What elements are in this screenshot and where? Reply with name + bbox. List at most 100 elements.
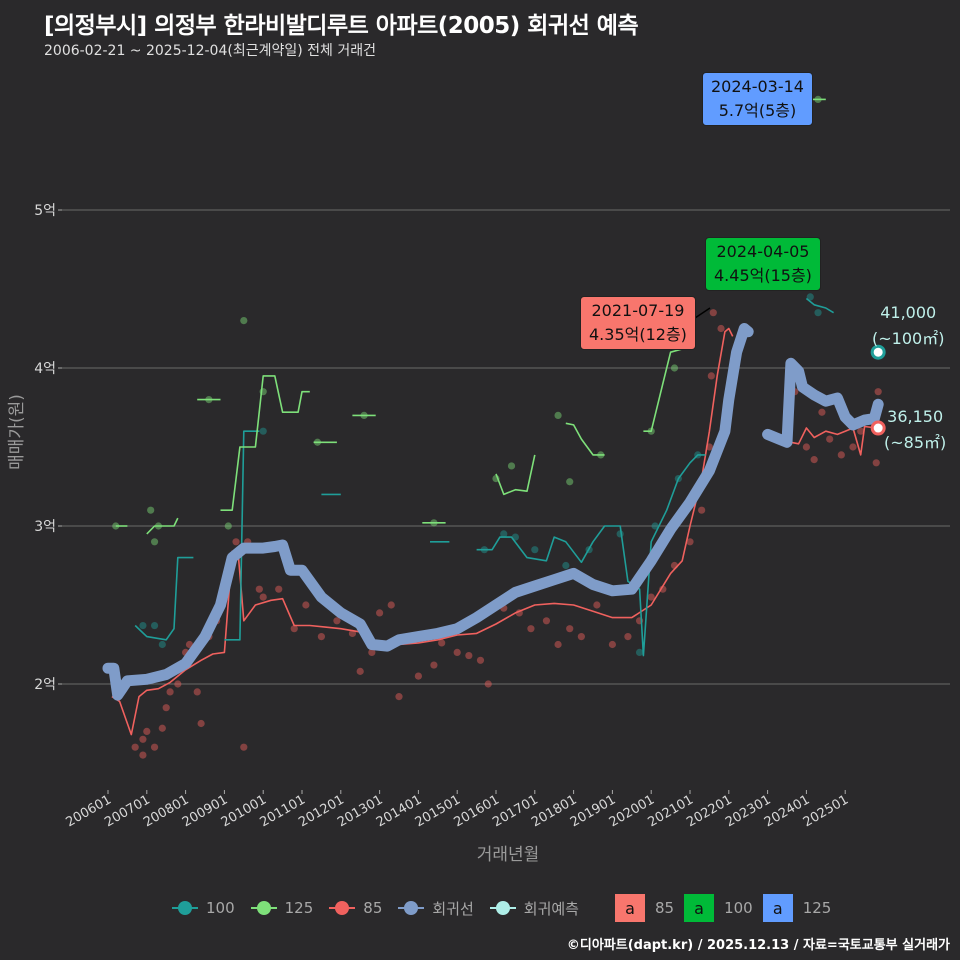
prediction-label-85: 36,150 (~85㎡) [884, 404, 946, 456]
annotation-date: 2024-04-05 [716, 242, 810, 261]
legend-label: 125 [284, 899, 314, 917]
legend-label: 회귀선 [432, 899, 474, 918]
prediction-point-100 [870, 344, 886, 360]
data-point-85 [874, 388, 882, 396]
line-100-d [805, 297, 835, 314]
data-point-85 [356, 667, 364, 675]
y-tick-label: 2억 [34, 677, 56, 693]
data-point-85 [542, 617, 551, 625]
data-point-125 [240, 317, 248, 325]
legend-key-icon [398, 900, 425, 916]
legend-label: 100 [206, 899, 235, 917]
data-point-85 [698, 506, 706, 514]
data-point-85 [368, 648, 376, 657]
data-point-85 [232, 538, 240, 546]
data-point-85 [593, 601, 601, 609]
data-point-85 [387, 601, 395, 609]
data-point-85 [608, 640, 617, 649]
x-axis-title: 거래년월 [477, 845, 540, 865]
data-point-85 [395, 693, 403, 701]
data-point-85 [709, 309, 717, 317]
data-point-100 [150, 621, 159, 630]
data-point-125 [554, 411, 562, 419]
legend-key-icon [329, 900, 356, 916]
data-point-85 [131, 743, 139, 751]
line-100-c [476, 454, 706, 657]
data-point-85 [647, 593, 655, 601]
data-point-85 [659, 585, 667, 593]
data-point-85 [290, 625, 298, 633]
data-point-100 [635, 648, 644, 657]
data-point-85 [143, 727, 151, 736]
line-125-b [220, 375, 310, 511]
annotation-125: 2024-03-14 5.7억(5층) [702, 72, 813, 126]
line-100 [134, 556, 194, 641]
data-point-85 [333, 617, 341, 625]
data-point-100 [806, 293, 814, 301]
annotation-price: 4.45억(15층) [714, 266, 812, 285]
data-point-85 [158, 724, 166, 732]
data-point-100 [139, 621, 147, 630]
data-point-125 [112, 522, 120, 530]
data-point-85 [197, 719, 205, 728]
data-point-85 [484, 680, 492, 688]
data-point-85 [857, 427, 865, 435]
page-title: [의정부시] 의정부 한라비발디루트 아파트(2005) 회귀선 예측 [44, 13, 639, 39]
prediction-label-100: 41,000 (~100㎡) [872, 300, 944, 352]
prediction-point-85 [870, 420, 886, 436]
data-point-85 [430, 661, 438, 669]
legend-item-prediction: 회귀예측 [489, 898, 579, 919]
data-point-85 [453, 648, 461, 657]
data-point-85 [162, 704, 170, 712]
data-point-85 [686, 538, 694, 546]
scatter-points [112, 95, 882, 759]
data-point-85 [317, 633, 325, 641]
data-point-85 [150, 743, 159, 751]
legend-box-icon: a [684, 894, 715, 922]
legend-item-100: 100 [172, 899, 235, 917]
x-axis-ticks: 2006012007012008012009012010012011012012… [64, 790, 851, 830]
data-point-85 [465, 651, 473, 660]
regression-line [762, 357, 884, 448]
legend-key-icon [172, 900, 198, 916]
line-125-d [565, 422, 605, 456]
data-point-100 [814, 309, 822, 317]
data-point-125 [670, 364, 679, 372]
data-point-85 [193, 688, 201, 696]
line-85-2 [778, 425, 877, 456]
annotation-date: 2021-07-19 [591, 301, 685, 320]
data-point-85 [275, 585, 283, 593]
data-point-125 [147, 506, 155, 514]
line-100-b [224, 430, 260, 641]
prediction-value: 41,000 [880, 303, 937, 322]
data-point-100 [500, 530, 508, 538]
data-point-85 [139, 751, 147, 759]
data-point-100 [651, 522, 659, 530]
data-point-85 [476, 656, 485, 664]
data-point-85 [259, 593, 267, 601]
regression-line [102, 323, 754, 701]
annotation-price: 4.35억(12층) [589, 325, 687, 344]
data-point-85 [577, 633, 585, 641]
data-point-85 [837, 451, 845, 459]
data-point-125 [150, 538, 159, 546]
data-point-85 [414, 672, 422, 680]
y-tick-label: 3억 [34, 519, 56, 535]
legend-label: 100 [724, 899, 753, 917]
prediction-area: (~85㎡) [884, 433, 947, 452]
data-point-125 [566, 478, 574, 486]
x-tick-label: 202501 [801, 792, 851, 830]
legend-key-icon [250, 900, 277, 916]
data-point-85 [717, 324, 725, 333]
data-point-125 [507, 462, 516, 470]
data-point-85 [438, 639, 446, 647]
data-point-85 [139, 735, 147, 743]
y-tick-label: 5억 [34, 203, 56, 219]
legend-box-85: a 85 [614, 894, 674, 922]
data-point-85 [810, 456, 818, 464]
data-point-100 [158, 640, 166, 649]
annotation-85: 2021-07-19 4.35억(12층) [580, 296, 696, 350]
data-point-85 [554, 640, 562, 649]
data-point-85 [566, 625, 574, 633]
